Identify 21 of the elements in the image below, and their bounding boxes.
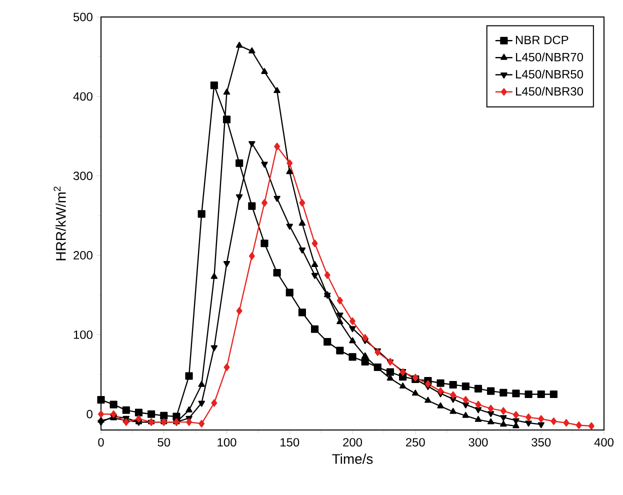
y-tick-label: 300	[73, 172, 92, 180]
y-axis-title: HRR/kW/m$^{2}$	[54, 186, 66, 260]
legend-label: L450/NBR70	[516, 52, 584, 62]
x-tick-label: 0	[98, 438, 104, 447]
x-axis-title: Time/s	[332, 454, 373, 464]
x-tick-label: 150	[280, 438, 300, 447]
x-tick-label: 350	[532, 438, 551, 447]
legend-label: NBR DCP	[516, 36, 568, 44]
x-tick-label: 300	[468, 438, 488, 447]
y-tick-label: 100	[74, 330, 92, 339]
x-tick-label: 400	[594, 438, 614, 447]
y-tick-label: 400	[73, 92, 92, 101]
y-tick-label: 200	[74, 251, 92, 260]
y-tick-label: 0	[86, 410, 92, 418]
x-tick-label: 200	[343, 438, 362, 447]
legend-label: L450/NBR50	[516, 70, 584, 78]
x-tick-label: 50	[158, 438, 170, 447]
legend-label: L450/NBR30	[516, 86, 584, 96]
x-tick-label: 100	[218, 438, 236, 447]
x-tick-label: 250	[406, 438, 425, 447]
y-tick-label: 500	[73, 12, 92, 22]
